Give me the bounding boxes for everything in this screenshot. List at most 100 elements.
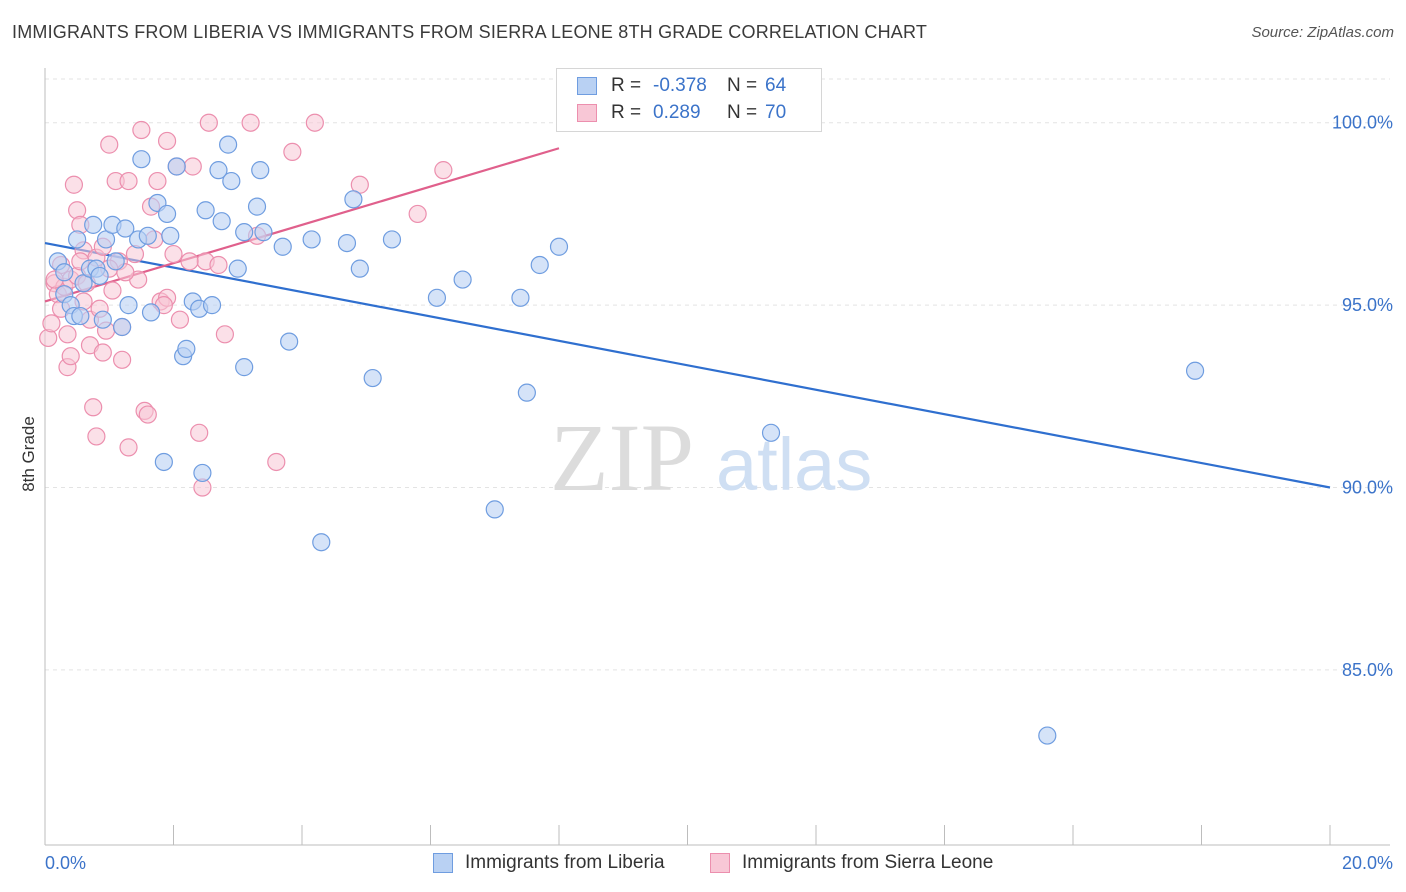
series-legend: Immigrants from Liberia Immigrants from … [0,852,1406,878]
data-point-liberia [235,358,254,377]
data-point-sierra-leone [183,157,202,176]
data-point-liberia [196,201,215,220]
data-point-liberia [55,263,74,282]
y-axis-label: 8th Grade [19,416,38,492]
data-point-sierra-leone [132,120,151,140]
data-point-sierra-leone [112,350,132,369]
data-point-liberia [132,150,151,169]
data-point-liberia [167,157,186,176]
data-point-sierra-leone [190,423,209,442]
y-tick-label: 95.0% [1342,295,1393,315]
data-point-liberia [177,339,196,358]
data-point-liberia [350,259,369,278]
x-tick-label-min: 0.0% [45,853,86,873]
data-point-sierra-leone [209,255,228,275]
y-tick-label: 90.0% [1342,478,1393,498]
legend-n-label: N = [727,102,758,123]
data-point-sierra-leone [93,343,112,362]
data-point-sierra-leone [119,171,138,191]
data-point-liberia [68,230,87,249]
data-point-sierra-leone [148,171,167,191]
legend-n-label: N = [727,75,758,96]
data-point-sierra-leone [100,135,119,154]
data-point-sierra-leone [87,427,106,446]
data-point-liberia [71,306,90,326]
legend-label-sierra: Immigrants from Sierra Leone [742,852,994,873]
data-point-sierra-leone [84,398,103,417]
watermark-zip: ZIP [550,404,694,511]
data-point-liberia [209,161,228,180]
data-point-liberia [219,135,238,154]
data-point-liberia [1038,726,1057,745]
legend-r-label: R = [611,75,642,96]
data-point-sierra-leone [170,310,190,329]
legend-r-value-sierra: 0.289 [653,102,701,123]
legend-r-label: R = [611,102,642,123]
axes [44,68,1390,846]
data-point-liberia [453,270,472,289]
data-point-liberia [222,171,241,191]
data-point-sierra-leone [42,314,61,333]
data-point-liberia [112,317,132,337]
data-point-liberia [138,226,157,245]
data-point-sierra-leone [283,142,302,162]
data-point-liberia [106,252,125,271]
data-point-liberia [1185,361,1205,380]
data-point-liberia [157,204,177,224]
data-point-liberia [363,368,382,388]
data-point-liberia [161,226,180,245]
data-point-liberia [761,423,781,442]
data-point-sierra-leone [64,175,84,194]
data-point-liberia [202,296,222,315]
correlation-legend: R = -0.378 N = 64 R = 0.289 N = 70 [556,68,822,132]
data-point-sierra-leone [119,438,138,457]
data-point-liberia [247,197,267,216]
data-point-liberia [382,230,402,249]
data-point-sierra-leone [215,325,234,344]
legend-item-sierra: Immigrants from Sierra Leone [710,852,993,874]
data-point-liberia [302,230,321,249]
legend-label-liberia: Immigrants from Liberia [465,852,665,873]
data-point-liberia [84,215,103,234]
data-point-sierra-leone [241,113,260,132]
data-point-liberia [119,296,138,315]
legend-item-liberia: Immigrants from Liberia [433,852,665,874]
data-point-sierra-leone [305,113,324,132]
legend-swatch-sierra [577,104,597,122]
source-label: Source: ZipAtlas.com [1251,24,1394,41]
legend-swatch-liberia [433,853,453,873]
data-point-sierra-leone [408,204,427,224]
data-point-liberia [427,288,447,307]
data-point-liberia [141,303,161,322]
legend-swatch-sierra [710,853,730,873]
data-point-sierra-leone [180,252,199,271]
data-point-liberia [116,219,135,238]
legend-row-sierra: R = 0.289 N = 70 [557,100,786,126]
y-tick-label: 85.0% [1342,660,1393,680]
data-point-sierra-leone [434,161,453,180]
data-point-sierra-leone [138,405,157,424]
legend-n-value-liberia: 64 [765,75,787,96]
x-tick-label-max: 20.0% [1342,853,1393,873]
data-point-liberia [90,266,109,286]
data-point-liberia [193,463,212,483]
data-point-sierra-leone [267,452,286,472]
data-point-liberia [254,223,273,242]
data-point-liberia [93,310,112,329]
data-point-liberia [280,332,299,351]
watermark: ZIP atlas [550,404,872,511]
data-point-liberia [154,452,173,472]
data-point-liberia [312,533,331,552]
tick-labels: 85.0% 90.0% 95.0% 100.0% 0.0% 20.0% [45,113,1393,873]
watermark-atlas: atlas [716,423,872,506]
data-point-liberia [344,190,363,209]
data-point-sierra-leone [58,325,77,344]
data-point-sierra-leone [103,281,122,300]
data-point-liberia [273,237,292,256]
legend-r-value-liberia: -0.378 [653,75,707,96]
data-point-sierra-leone [199,113,218,132]
data-point-liberia [251,161,270,180]
data-point-liberia [530,255,549,275]
chart-title: IMMIGRANTS FROM LIBERIA VS IMMIGRANTS FR… [12,22,928,42]
